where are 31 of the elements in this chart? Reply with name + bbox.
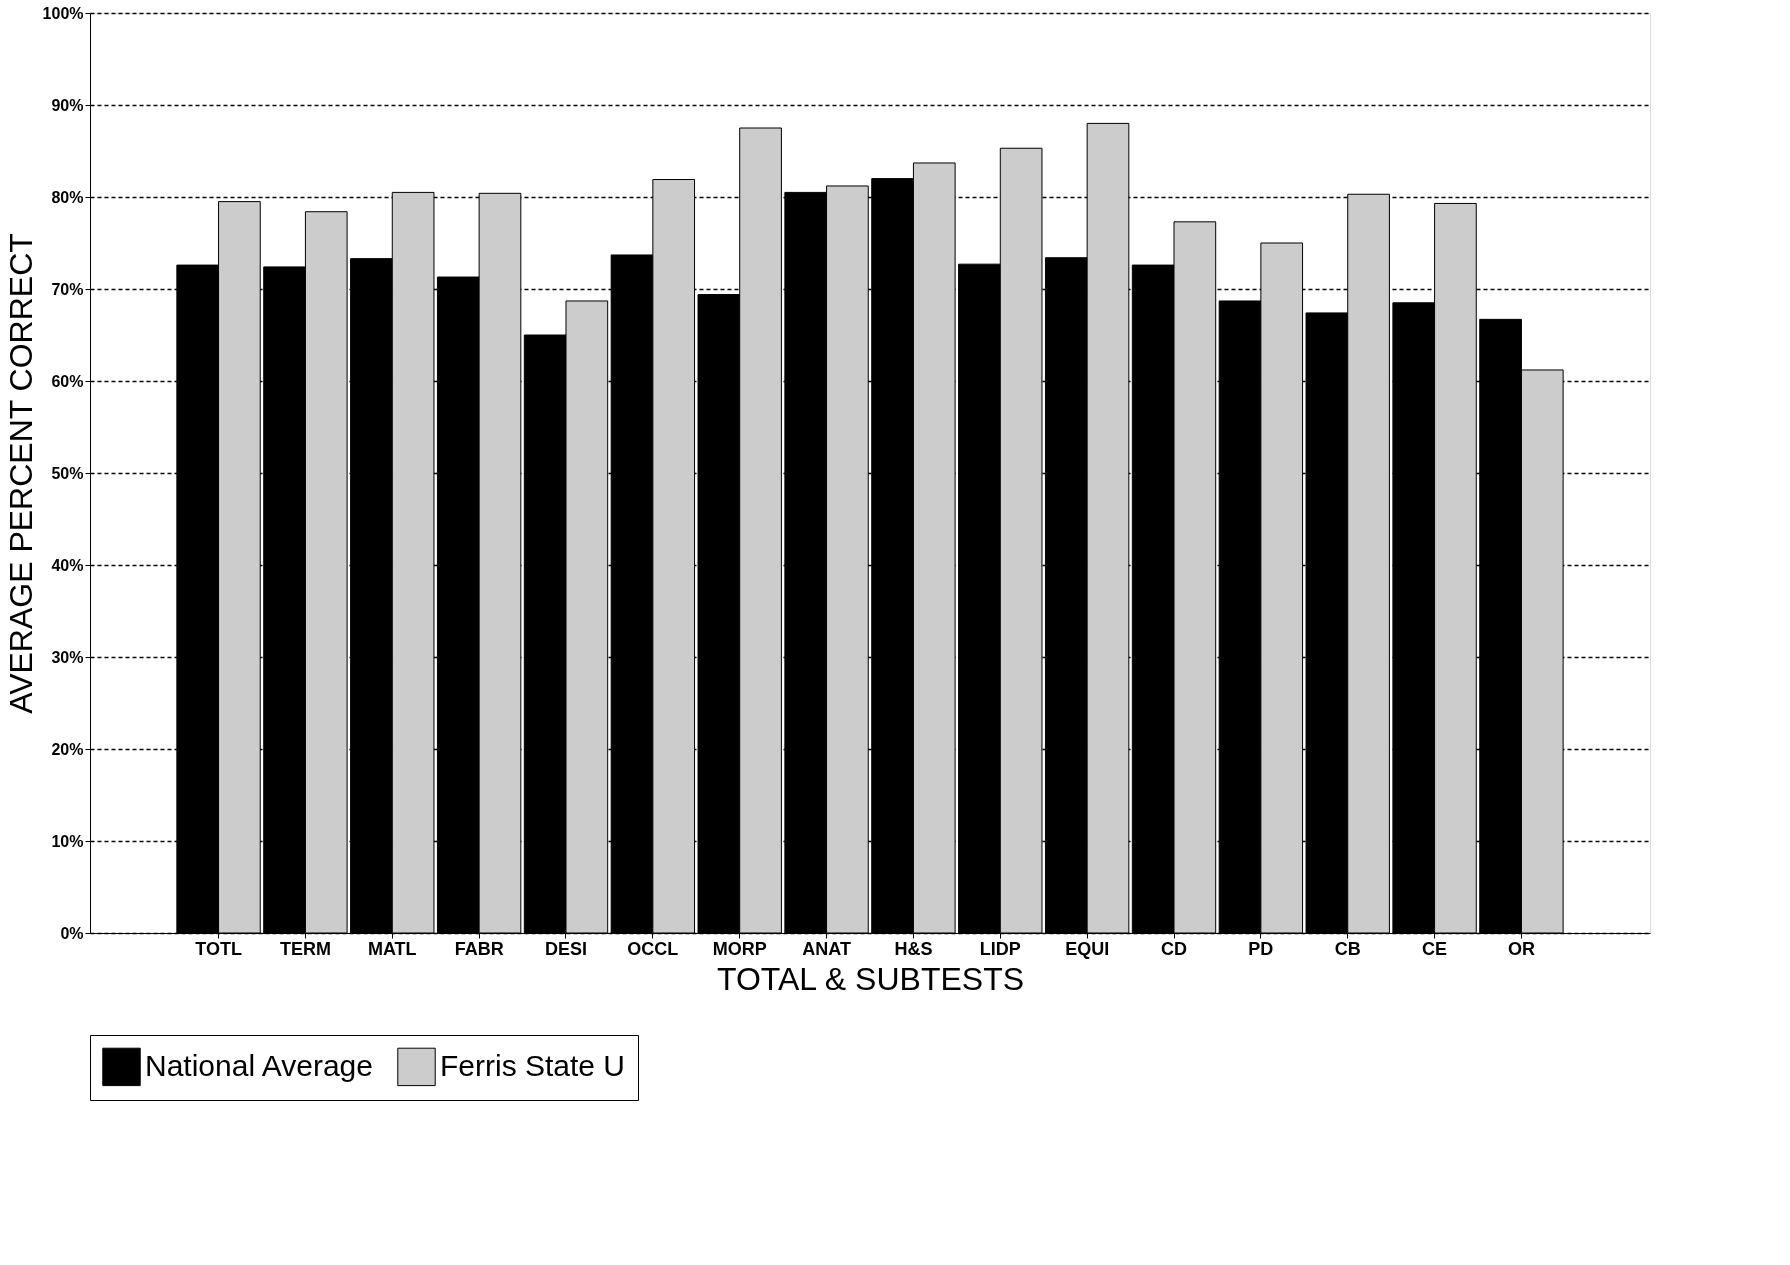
x-tick-label: LIDP bbox=[979, 938, 1021, 959]
y-tick-label: 30% bbox=[51, 648, 84, 666]
y-tick-label: 50% bbox=[51, 464, 84, 482]
y-tick-label: 10% bbox=[51, 832, 84, 850]
y-tick-label: 70% bbox=[51, 280, 84, 298]
x-tick-label: ANAT bbox=[802, 938, 851, 959]
x-tick-label: EQUI bbox=[1065, 938, 1110, 959]
x-tick-label: DESI bbox=[544, 938, 587, 959]
x-tick-label: MORP bbox=[712, 938, 767, 959]
legend-label: National Average bbox=[145, 1048, 373, 1082]
x-tick-label: TERM bbox=[279, 938, 331, 959]
x-tick-label: CB bbox=[1334, 938, 1361, 959]
x-tick-label: CD bbox=[1161, 938, 1188, 959]
x-tick-label: TOTL bbox=[195, 938, 242, 959]
y-tick-label: 90% bbox=[51, 96, 84, 114]
y-tick-label: 0% bbox=[60, 924, 84, 942]
x-axis-title: TOTAL & SUBTESTS bbox=[716, 960, 1025, 997]
x-tick-label: CE bbox=[1422, 938, 1448, 959]
x-tick-label: FABR bbox=[454, 938, 504, 959]
y-tick-label: 80% bbox=[51, 188, 84, 206]
x-tick-label: OR bbox=[1507, 938, 1535, 959]
x-tick-label: MATL bbox=[367, 938, 417, 959]
x-tick-label: H&S bbox=[894, 938, 933, 959]
y-tick-label: 40% bbox=[51, 556, 84, 574]
y-tick-label: 20% bbox=[51, 740, 84, 758]
y-axis-title: AVERAGE PERCENT CORRECT bbox=[2, 233, 39, 714]
y-tick-label: 100% bbox=[42, 4, 84, 22]
x-tick-label: PD bbox=[1248, 938, 1274, 959]
legend-label: Ferris State U bbox=[440, 1048, 626, 1082]
y-tick-label: 60% bbox=[51, 372, 84, 390]
x-tick-label: OCCL bbox=[627, 938, 679, 959]
